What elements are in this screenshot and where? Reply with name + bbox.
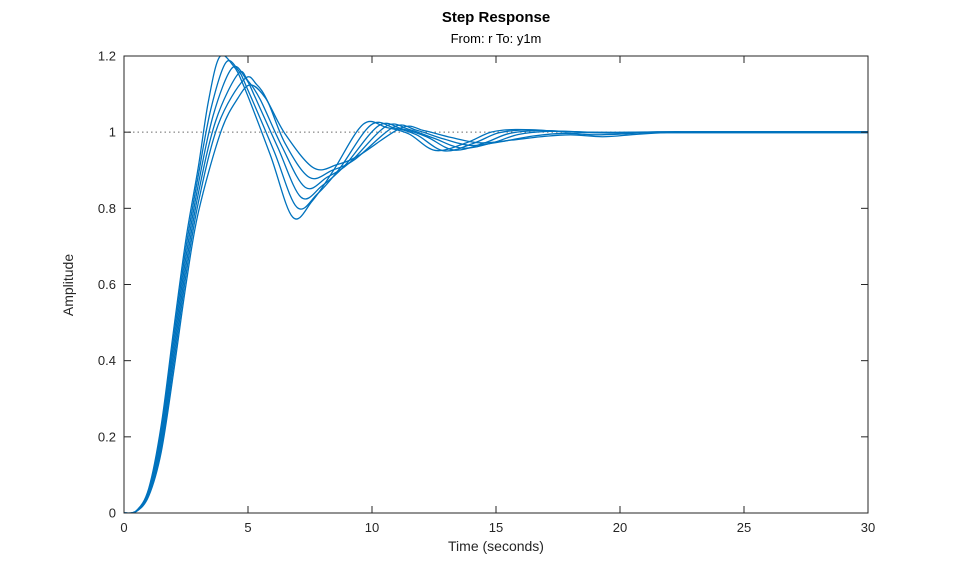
x-tick-label: 0 [120, 520, 127, 535]
x-tick-label: 30 [861, 520, 875, 535]
response-1-curve [124, 56, 868, 513]
x-axis-label: Time (seconds) [448, 538, 544, 554]
response-5-curve [124, 76, 868, 513]
response-curves [124, 56, 868, 513]
axes-box [123, 55, 869, 514]
x-tick-label: 5 [244, 520, 251, 535]
chart-subtitle: From: r To: y1m [450, 31, 542, 46]
x-tick-label: 20 [613, 520, 627, 535]
y-tick-label: 0.8 [98, 201, 116, 216]
response-6-curve [124, 84, 868, 513]
y-tick-label: 1 [109, 125, 116, 140]
y-tick-label: 1.2 [98, 49, 116, 64]
x-tick-label: 15 [489, 520, 503, 535]
y-tick-label: 0.2 [98, 429, 116, 444]
x-tick-label: 25 [737, 520, 751, 535]
response-2-curve [124, 59, 868, 513]
chart-title: Step Response [441, 9, 551, 26]
response-4-curve [124, 70, 868, 513]
x-tick-label: 10 [365, 520, 379, 535]
y-tick-label: 0.6 [98, 277, 116, 292]
y-tick-label: 0.4 [98, 353, 116, 368]
y-tick-label: 0 [109, 506, 116, 521]
